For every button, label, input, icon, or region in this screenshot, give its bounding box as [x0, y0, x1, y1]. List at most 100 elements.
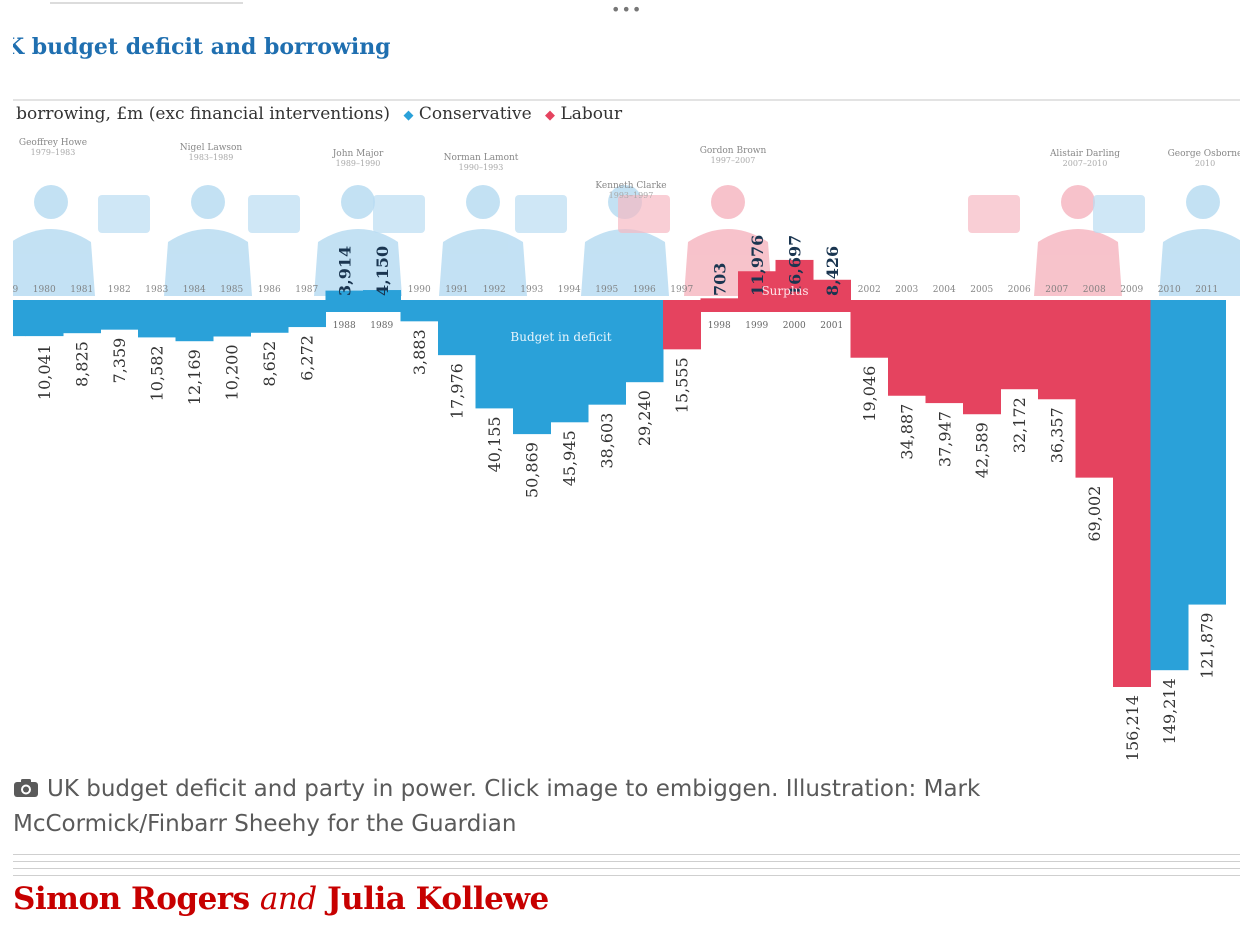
value-label-1998: 703	[710, 263, 729, 296]
author-julia-kollewe[interactable]: Julia Kollewe	[327, 881, 549, 917]
annotation-surplus: Surplus	[761, 284, 808, 298]
annotation-deficit: Budget in deficit	[510, 330, 611, 344]
value-label-2006: 32,172	[1010, 397, 1029, 453]
value-label-2009: 156,214	[1123, 695, 1142, 760]
more-dots-icon[interactable]: •••	[611, 0, 643, 19]
value-label-2008: 69,002	[1085, 486, 1104, 542]
bar-2009	[1113, 312, 1151, 687]
year-label-2000: 2000	[783, 321, 806, 331]
conservative-dot-icon: ◆	[403, 108, 414, 123]
baseline-band	[25, 300, 64, 312]
bar-1995	[588, 312, 626, 405]
year-label-1981: 1981	[70, 285, 93, 295]
bar-2008	[1075, 312, 1114, 478]
value-label-1993: 50,869	[523, 442, 542, 498]
bar-1997	[663, 312, 701, 350]
minister-name: Geoffrey Howe	[19, 138, 87, 148]
bar-1996	[625, 312, 664, 383]
year-label-2003: 2003	[895, 285, 918, 295]
value-label-1991: 17,976	[448, 363, 467, 419]
value-label-2000: 16,697	[785, 235, 804, 296]
bar-1991	[438, 312, 476, 356]
title-rule	[13, 99, 1240, 101]
minister-years: 1983–1989	[189, 153, 234, 162]
bar-2000	[775, 259, 814, 300]
baseline-band	[138, 300, 176, 312]
bar-2007	[1038, 312, 1076, 400]
value-label-1984: 12,169	[185, 349, 204, 405]
value-label-1987: 6,272	[298, 335, 317, 381]
value-label-1994: 45,945	[560, 430, 579, 486]
byline-rules	[13, 854, 1240, 882]
bar-2006	[1000, 312, 1039, 390]
bar-1999	[738, 271, 776, 300]
bar-1992	[475, 312, 514, 409]
year-label-1979: 1979	[13, 285, 18, 295]
year-label-1999: 1999	[745, 321, 768, 331]
baseline-band	[475, 300, 514, 312]
baseline-band	[100, 300, 139, 312]
year-label-1987: 1987	[295, 285, 318, 295]
top-divider	[50, 2, 243, 4]
chart-subtitle: : borrowing, £m (exc financial intervent…	[13, 104, 391, 124]
minister-name: Nigel Lawson	[180, 143, 243, 153]
portrait-silhouette	[98, 185, 252, 296]
value-label-2010: 149,214	[1160, 678, 1179, 744]
year-label-1983: 1983	[145, 285, 168, 295]
year-label-1995: 1995	[595, 285, 618, 295]
year-label-1994: 1994	[558, 285, 581, 295]
year-label-1998: 1998	[708, 321, 731, 331]
year-label-1996: 1996	[633, 285, 656, 295]
year-label-2007: 2007	[1045, 285, 1068, 295]
year-label-1990: 1990	[408, 285, 431, 295]
baseline-band	[738, 300, 776, 312]
baseline-band	[363, 300, 401, 312]
year-label-2001: 2001	[820, 321, 843, 331]
portrait-silhouette	[248, 185, 402, 296]
year-label-1991: 1991	[445, 285, 468, 295]
bar-1998	[700, 298, 739, 300]
minister-years: 1989–1990	[336, 159, 381, 168]
value-label-1981: 8,825	[73, 341, 92, 387]
bar-1983	[138, 312, 176, 338]
baseline-band	[925, 300, 964, 312]
value-label-1985: 10,200	[223, 344, 242, 400]
year-label-1993: 1993	[520, 285, 543, 295]
byline: Simon Rogers and Julia Kollewe	[13, 881, 549, 917]
bar-1988	[325, 290, 364, 300]
baseline-band	[850, 300, 889, 312]
baseline-band	[1000, 300, 1039, 312]
minister-years: 2007–2010	[1063, 159, 1108, 168]
baseline-band	[438, 300, 476, 312]
baseline-band	[175, 300, 214, 312]
year-label-1980: 1980	[33, 285, 56, 295]
chart-figure[interactable]: Geoffrey Howe 1979–1983 Nigel Lawson 1983–1…	[13, 20, 1240, 760]
value-label-1999: 11,976	[748, 235, 767, 296]
year-label-1988: 1988	[333, 321, 356, 331]
baseline-band	[325, 300, 364, 312]
value-label-1992: 40,155	[485, 416, 504, 472]
bar-2011	[1188, 312, 1226, 605]
minister-name: Norman Lamont	[444, 153, 519, 163]
portrait-silhouette	[968, 185, 1122, 296]
caption-text: UK budget deficit and party in power. Cl…	[13, 776, 981, 837]
byline-and: and	[259, 881, 317, 917]
value-label-2003: 34,887	[898, 404, 917, 460]
value-label-1990: 3,883	[410, 329, 429, 375]
baseline-band	[588, 300, 626, 312]
value-label-1989: 4,150	[373, 246, 392, 296]
year-label-1985: 1985	[220, 285, 243, 295]
year-label-1982: 1982	[108, 285, 131, 295]
baseline-band	[63, 300, 101, 312]
baseline-band	[288, 300, 326, 312]
value-label-1997: 15,555	[673, 357, 692, 413]
bar-1982	[100, 312, 139, 330]
baseline-band	[1113, 300, 1151, 312]
value-label-2005: 42,589	[973, 422, 992, 478]
year-label-2010: 2010	[1158, 285, 1181, 295]
author-simon-rogers[interactable]: Simon Rogers	[13, 881, 250, 917]
minister-years: 1997–2007	[711, 156, 756, 165]
baseline-band	[625, 300, 664, 312]
value-label-1982: 7,359	[110, 338, 129, 384]
legend-labour: Labour	[560, 104, 623, 124]
